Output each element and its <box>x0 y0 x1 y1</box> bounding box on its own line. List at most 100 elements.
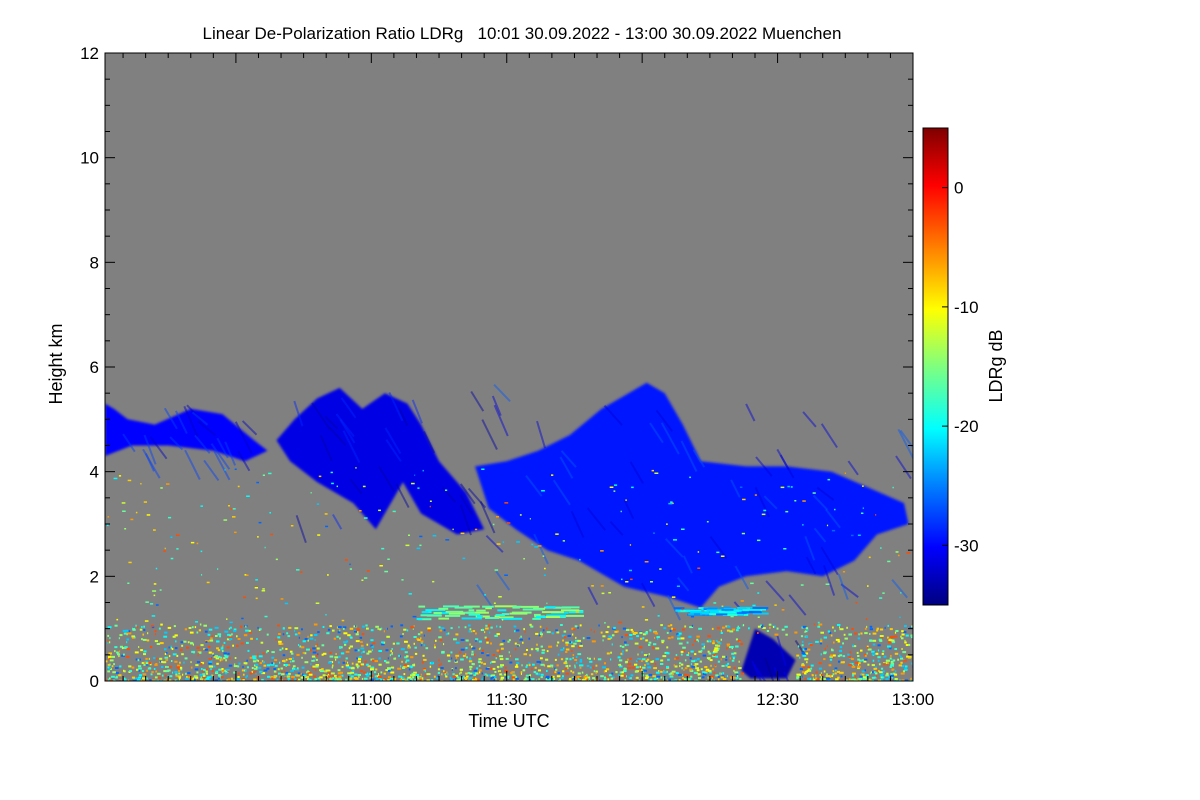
noise-pixel <box>676 633 679 636</box>
noise-pixel <box>144 620 149 622</box>
noise-pixel <box>721 605 724 607</box>
noise-pixel <box>315 665 319 668</box>
noise-pixel <box>526 678 529 681</box>
noise-pixel <box>740 643 744 645</box>
noise-pixel <box>145 601 149 603</box>
noise-pixel <box>407 646 410 649</box>
band-feature-1.4km <box>749 610 761 613</box>
noise-pixel <box>610 658 612 661</box>
noise-pixel <box>525 665 528 668</box>
noise-pixel <box>666 665 669 668</box>
noise-pixel <box>801 644 804 647</box>
noise-pixel <box>559 678 561 681</box>
noise-pixel <box>742 498 746 501</box>
noise-pixel <box>819 674 822 677</box>
cloud-streak <box>378 466 395 492</box>
noise-pixel <box>250 637 253 640</box>
noise-pixel <box>563 647 565 650</box>
noise-pixel <box>295 668 300 671</box>
noise-pixel <box>648 644 651 646</box>
noise-pixel <box>463 675 465 678</box>
noise-pixel <box>910 677 912 680</box>
noise-pixel <box>871 664 875 667</box>
noise-pixel <box>452 528 454 531</box>
noise-pixel <box>674 665 678 668</box>
noise-pixel <box>494 676 497 678</box>
noise-pixel <box>143 663 146 666</box>
noise-pixel <box>891 641 896 644</box>
noise-pixel <box>216 640 220 643</box>
cloud-streak <box>525 474 543 497</box>
noise-pixel <box>322 626 325 628</box>
noise-pixel <box>909 626 913 629</box>
noise-pixel <box>356 657 359 660</box>
noise-pixel <box>618 663 621 666</box>
noise-pixel <box>536 679 538 681</box>
noise-pixel <box>611 643 613 646</box>
noise-pixel <box>245 629 249 632</box>
noise-pixel <box>624 641 627 644</box>
noise-pixel <box>857 679 860 681</box>
noise-pixel <box>232 508 236 510</box>
noise-pixel <box>307 639 309 642</box>
noise-pixel <box>820 653 822 656</box>
noise-pixel <box>279 661 281 664</box>
noise-pixel <box>516 629 520 632</box>
noise-pixel <box>871 679 874 681</box>
noise-pixel <box>283 664 286 666</box>
noise-pixel <box>783 548 787 550</box>
noise-pixel <box>806 648 811 651</box>
noise-pixel <box>649 678 653 681</box>
noise-pixel <box>308 673 313 676</box>
noise-pixel <box>701 643 705 646</box>
noise-pixel <box>145 660 148 663</box>
noise-pixel <box>739 677 742 680</box>
noise-pixel <box>125 655 130 658</box>
noise-pixel <box>881 652 884 655</box>
noise-pixel <box>460 658 464 661</box>
noise-pixel <box>170 557 174 560</box>
noise-pixel <box>257 659 259 662</box>
noise-pixel <box>204 630 208 633</box>
noise-pixel <box>355 625 357 628</box>
band-aerosol-layer-1.3km <box>534 613 541 616</box>
noise-pixel <box>704 666 708 669</box>
cloud-streak <box>586 507 606 531</box>
noise-pixel <box>334 656 339 659</box>
noise-pixel <box>862 507 864 509</box>
noise-pixel <box>588 678 591 680</box>
noise-pixel <box>653 643 657 646</box>
noise-pixel <box>869 633 871 635</box>
noise-pixel <box>805 652 809 655</box>
noise-pixel <box>605 668 610 671</box>
cloud-streak <box>837 573 849 600</box>
noise-pixel <box>515 677 519 680</box>
noise-pixel <box>656 636 660 639</box>
noise-pixel <box>595 672 597 675</box>
noise-pixel <box>647 655 648 658</box>
cloud-streak <box>897 428 913 460</box>
noise-pixel <box>631 486 634 489</box>
noise-pixel <box>196 646 200 649</box>
band-feature-1.4km <box>737 606 759 609</box>
noise-pixel <box>485 624 488 627</box>
noise-pixel <box>497 670 499 673</box>
noise-pixel <box>252 657 257 660</box>
noise-pixel <box>321 668 324 671</box>
cloud-streak <box>143 434 157 465</box>
noise-pixel <box>839 671 843 674</box>
noise-pixel <box>502 541 505 543</box>
noise-pixel <box>476 667 479 670</box>
noise-pixel <box>703 645 705 648</box>
noise-pixel <box>812 677 814 680</box>
noise-pixel <box>371 659 375 662</box>
noise-pixel <box>478 640 482 643</box>
noise-pixel <box>671 596 676 598</box>
noise-pixel <box>263 669 268 672</box>
noise-pixel <box>472 676 474 679</box>
noise-pixel <box>363 671 367 674</box>
noise-pixel <box>649 629 652 632</box>
noise-pixel <box>636 635 639 638</box>
noise-pixel <box>399 655 401 658</box>
noise-pixel <box>174 679 177 681</box>
